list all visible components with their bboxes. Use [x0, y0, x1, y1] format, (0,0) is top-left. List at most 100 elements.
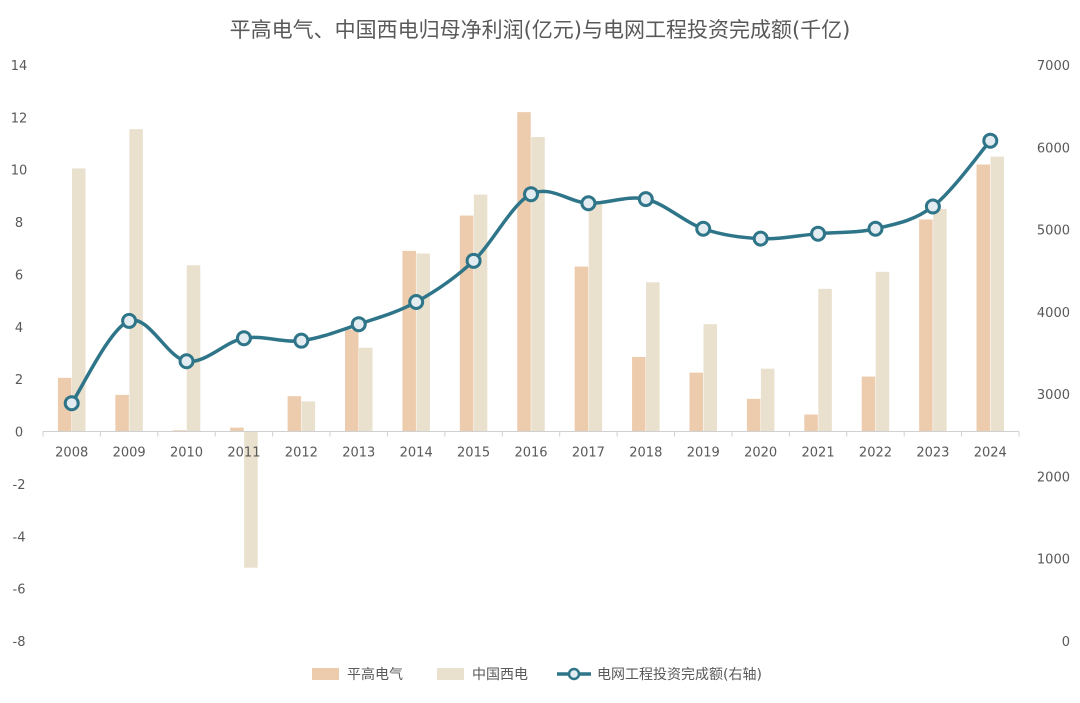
bar-pinggao-2023 [919, 219, 933, 432]
bar-xidian-2008 [71, 168, 86, 432]
left-tick-label: 4 [15, 321, 23, 336]
left-tick-label: 12 [11, 111, 28, 126]
x-tick-label: 2009 [113, 446, 146, 461]
grid-investment-point-2018 [637, 191, 654, 208]
grid-investment-point-2013 [350, 316, 367, 333]
bar-xidian-2013 [359, 347, 373, 432]
bar-pinggao-2024 [976, 164, 991, 432]
x-tick-label: 2017 [572, 446, 605, 461]
grid-investment-point-2011 [235, 330, 252, 347]
grid-investment-point-2019 [695, 220, 712, 237]
right-tick-label: 6000 [1037, 141, 1070, 156]
chart-title: 平高电气、中国西电归母净利润(亿元)与电网工程投资完成额(千亿) [230, 18, 851, 42]
bar-pinggao-2012 [287, 396, 302, 432]
x-tick-label: 2022 [859, 446, 892, 461]
bar-xidian-2023 [933, 209, 947, 432]
x-tick-label: 2020 [744, 446, 777, 461]
right-tick-label: 5000 [1037, 224, 1070, 239]
bar-pinggao-2011 [230, 427, 244, 432]
grid-investment-point-2017 [580, 195, 597, 212]
bar-xidian-2016 [531, 137, 545, 432]
grid-investment-point-2010 [178, 353, 195, 370]
right-axis: 0 1000 2000 3000 4000 5000 6000 7000 [1037, 59, 1070, 650]
x-tick-label: 2023 [916, 446, 949, 461]
right-tick-label: 2000 [1037, 470, 1070, 485]
bar-pinggao-2017 [574, 266, 589, 432]
grid-investment-point-2020 [752, 230, 769, 247]
left-tick-label: 8 [15, 216, 23, 231]
bar-pinggao-2015 [459, 215, 474, 432]
bar-pinggao-2019 [689, 372, 703, 432]
bar-xidian-2017 [588, 203, 603, 432]
legend: 平高电气 中国西电 电网工程投资完成额(右轴) [312, 666, 762, 683]
bar-xidian-2012 [301, 401, 316, 432]
grid-investment-point-2024 [982, 132, 999, 149]
right-tick-label: 1000 [1037, 553, 1070, 568]
right-tick-label: 3000 [1037, 388, 1070, 403]
left-tick-label: 10 [11, 164, 28, 179]
bar-xidian-2018 [646, 282, 660, 432]
left-tick-label: -6 [13, 583, 26, 598]
grid-investment-point-2015 [465, 252, 482, 269]
legend-swatch-pinggao [312, 668, 339, 680]
x-tick-label: 2008 [55, 446, 88, 461]
x-tick-label: 2021 [802, 446, 835, 461]
bar-xidian-2009 [129, 129, 143, 432]
bar-xidian-2011 [244, 431, 258, 568]
x-axis: 2008 2009 2010 2011 2012 2013 2014 2015 2016 2017… [42, 431, 1020, 461]
legend-label-investment: 电网工程投资完成额(右轴) [597, 667, 762, 683]
x-tick-label: 2013 [342, 446, 375, 461]
bar-pinggao-2020 [746, 398, 761, 432]
bar-xidian-2020 [760, 368, 775, 432]
bar-xidian-2021 [818, 288, 832, 432]
left-tick-label: 6 [15, 268, 23, 283]
left-tick-label: -2 [13, 478, 26, 493]
right-tick-label: 4000 [1037, 306, 1070, 321]
left-tick-label: -4 [13, 530, 26, 545]
bar-pinggao-2013 [345, 329, 359, 432]
bar-xidian-2015 [473, 194, 488, 432]
left-tick-label: 2 [15, 373, 23, 388]
grid-investment-point-2021 [810, 225, 827, 242]
x-tick-label: 2012 [285, 446, 318, 461]
x-tick-label: 2019 [687, 446, 720, 461]
line-layer [63, 132, 999, 412]
bar-pinggao-2009 [115, 394, 129, 432]
grid-investment-point-2012 [293, 332, 310, 349]
bar-xidian-2022 [875, 271, 890, 432]
bar-xidian-2010 [186, 265, 201, 432]
grid-investment-point-2014 [408, 293, 425, 310]
bar-pinggao-2022 [861, 376, 876, 432]
bar-pinggao-2010 [172, 430, 187, 432]
right-tick-label: 7000 [1037, 59, 1070, 74]
left-tick-label: 0 [15, 426, 23, 441]
x-tick-label: 2016 [514, 446, 547, 461]
bar-xidian-2014 [416, 253, 430, 432]
grid-investment-point-2009 [121, 312, 138, 329]
bar-xidian-2024 [990, 156, 1005, 432]
x-tick-label: 2015 [457, 446, 490, 461]
x-tick-label: 2010 [170, 446, 203, 461]
bar-pinggao-2014 [402, 250, 416, 432]
bars [57, 112, 1005, 568]
left-axis: -8 -6 -4 -2 0 2 4 6 8 10 12 14 [11, 59, 28, 650]
legend-marker-investment [567, 667, 581, 681]
left-tick-label: -8 [13, 635, 26, 650]
x-tick-label: 2011 [227, 446, 260, 461]
bar-xidian-2019 [703, 324, 717, 432]
bar-pinggao-2016 [517, 112, 531, 432]
x-tick-label: 2014 [400, 446, 433, 461]
x-tick-label: 2024 [974, 446, 1007, 461]
right-tick-label: 0 [1062, 635, 1070, 650]
legend-swatch-xidian [437, 668, 464, 680]
bar-pinggao-2018 [632, 356, 646, 432]
legend-label-pinggao: 平高电气 [347, 666, 403, 683]
bar-pinggao-2021 [804, 414, 818, 432]
left-tick-label: 14 [11, 59, 28, 74]
grid-investment-point-2023 [924, 198, 941, 215]
grid-investment-point-2016 [523, 186, 539, 203]
x-tick-label: 2018 [629, 446, 662, 461]
grid-investment-point-2022 [867, 220, 884, 237]
grid-investment-line [70, 139, 992, 405]
